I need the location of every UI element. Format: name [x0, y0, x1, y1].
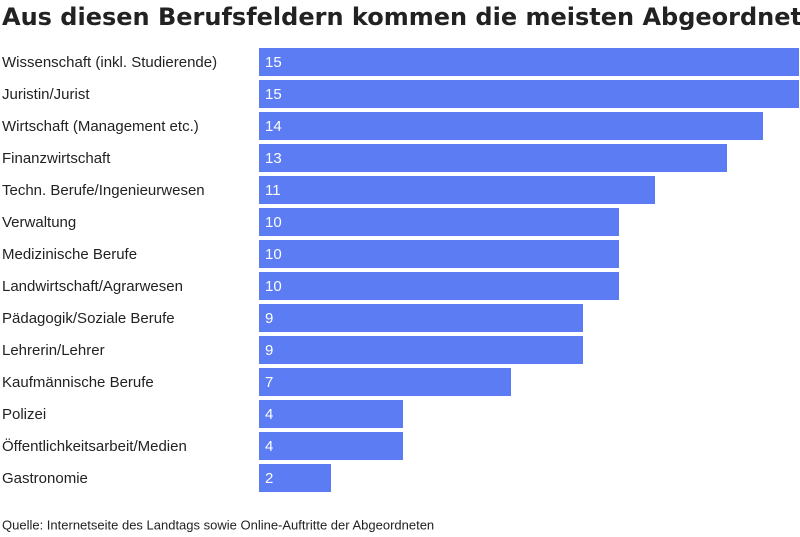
value-label: 15 [265, 54, 282, 71]
value-label: 11 [265, 182, 281, 199]
category-label: Öffentlichkeitsarbeit/Medien [2, 437, 187, 455]
bar [259, 304, 583, 332]
value-label: 7 [265, 374, 273, 391]
bar [259, 272, 619, 300]
bar [259, 112, 763, 140]
category-label: Juristin/Jurist [2, 86, 90, 103]
value-label: 9 [265, 310, 273, 327]
value-label: 4 [265, 438, 273, 455]
bar [259, 48, 799, 76]
bar [259, 464, 331, 492]
bar [259, 176, 655, 204]
value-label: 13 [265, 150, 282, 167]
value-label: 14 [265, 118, 282, 135]
bar [259, 80, 799, 108]
bar [259, 336, 583, 364]
category-label: Wissenschaft (inkl. Studierende) [2, 54, 217, 71]
bar [259, 400, 403, 428]
category-label: Pädagogik/Soziale Berufe [2, 310, 175, 327]
category-label: Lehrerin/Lehrer [2, 342, 105, 359]
category-label: Medizinische Berufe [2, 246, 137, 263]
category-label: Finanzwirtschaft [2, 150, 111, 167]
value-label: 10 [265, 246, 282, 263]
chart-title: Aus diesen Berufsfeldern kommen die meis… [2, 3, 800, 31]
value-label: 4 [265, 406, 273, 423]
value-label: 15 [265, 86, 282, 103]
bar [259, 144, 727, 172]
bar [259, 368, 511, 396]
category-label: Gastronomie [2, 470, 88, 487]
value-label: 10 [265, 214, 282, 231]
value-label: 2 [265, 470, 273, 487]
value-label: 10 [265, 278, 282, 295]
category-label: Verwaltung [2, 214, 76, 231]
bar [259, 240, 619, 268]
category-label: Techn. Berufe/Ingenieurwesen [2, 182, 205, 199]
category-label: Kaufmännische Berufe [2, 374, 154, 391]
source-note: Quelle: Internetseite des Landtags sowie… [2, 517, 434, 532]
category-label: Landwirtschaft/Agrarwesen [2, 278, 183, 295]
bar [259, 208, 619, 236]
category-label: Polizei [2, 406, 46, 423]
bar [259, 432, 403, 460]
category-label: Wirtschaft (Management etc.) [2, 118, 199, 135]
value-label: 9 [265, 342, 273, 359]
